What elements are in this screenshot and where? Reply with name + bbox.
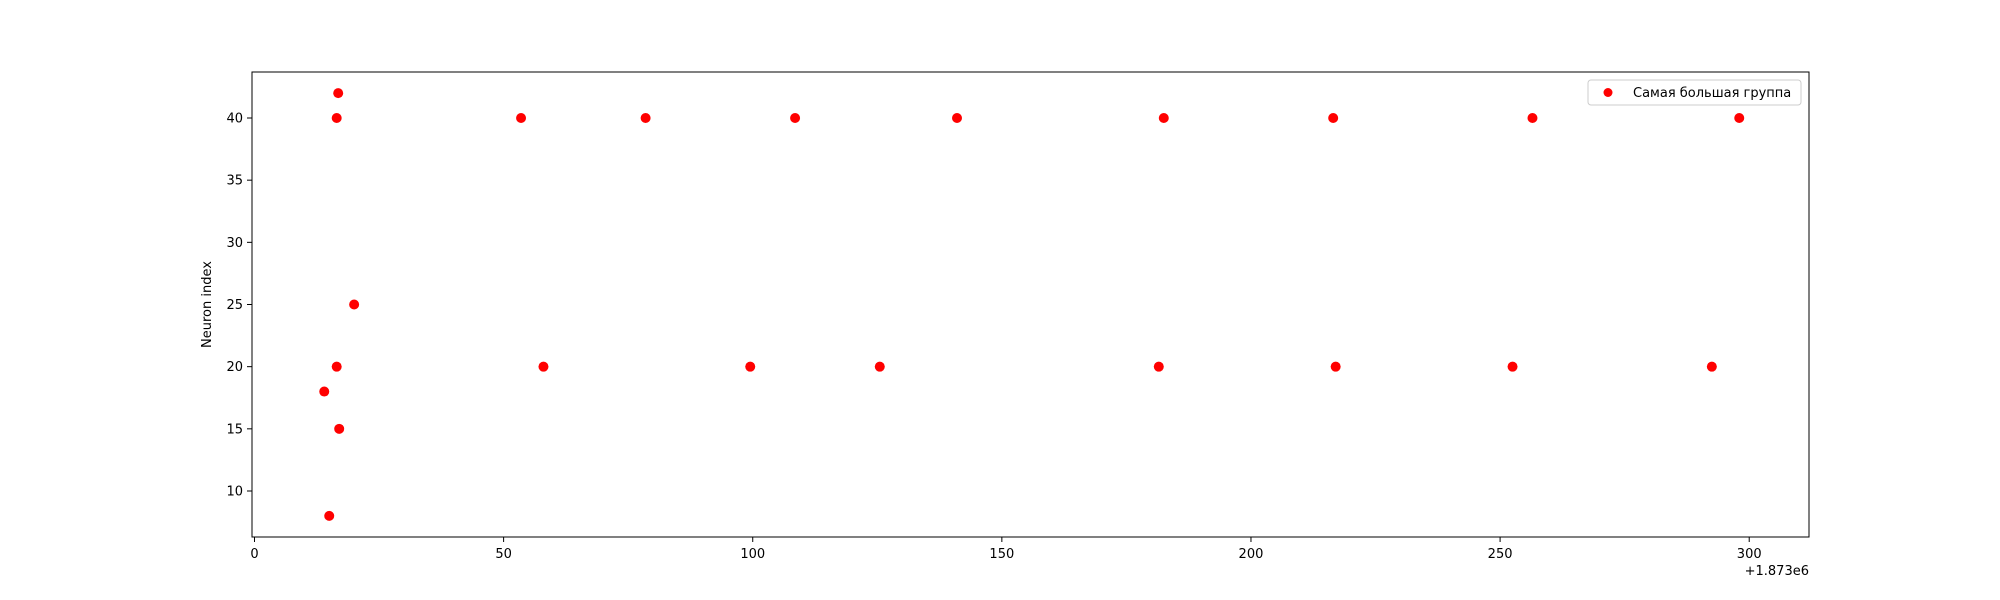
y-axis-label: Neuron index (200, 261, 215, 348)
x-tick-label: 50 (495, 547, 512, 562)
data-point (1158, 113, 1169, 124)
data-point (1734, 113, 1745, 124)
data-point (319, 386, 330, 397)
data-point (516, 113, 527, 124)
data-point (334, 423, 345, 434)
x-tick-label: 300 (1737, 547, 1762, 562)
data-point (331, 361, 342, 372)
data-point (1328, 113, 1339, 124)
x-tick-label: 100 (740, 547, 765, 562)
x-tick-label: 250 (1488, 547, 1513, 562)
data-point (745, 361, 756, 372)
y-tick-label: 20 (226, 360, 243, 375)
x-tick-label: 0 (250, 547, 258, 562)
data-point (1507, 361, 1518, 372)
data-point (1330, 361, 1341, 372)
legend: Самая большая группа (1587, 79, 1802, 106)
data-point (324, 510, 335, 521)
x-tick-label: 150 (989, 547, 1014, 562)
data-point (952, 113, 963, 124)
data-points (319, 88, 1745, 521)
data-point (538, 361, 549, 372)
data-point (640, 113, 651, 124)
y-tick-label: 40 (226, 112, 243, 127)
y-tick-label: 10 (226, 484, 243, 499)
legend-label: Самая большая группа (1633, 86, 1791, 101)
x-axis: 0 50 100 150 200 250 300 (250, 537, 1762, 562)
x-axis-offset-label: +1.873e6 (1745, 564, 1809, 579)
data-point (331, 113, 342, 124)
data-point (790, 113, 801, 124)
data-point (349, 299, 360, 310)
y-tick-label: 30 (226, 236, 243, 251)
y-axis: 10 15 20 25 30 35 40 (226, 112, 252, 499)
y-tick-label: 15 (226, 422, 243, 437)
legend-box (1587, 79, 1802, 106)
data-point (333, 88, 344, 99)
y-tick-label: 35 (226, 174, 243, 189)
legend-marker (1603, 88, 1613, 97)
x-tick-label: 200 (1239, 547, 1264, 562)
data-point (874, 361, 885, 372)
plot-area: 0 50 100 150 200 250 300 10 15 20 25 30 35 40 (226, 71, 1810, 562)
data-point (1153, 361, 1164, 372)
y-tick-label: 25 (226, 298, 243, 313)
data-point (1706, 361, 1717, 372)
data-point (1527, 113, 1538, 124)
